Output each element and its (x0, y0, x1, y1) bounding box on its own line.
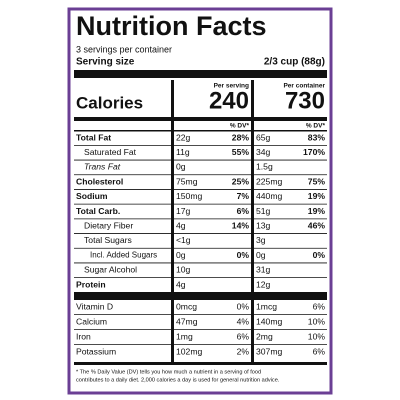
nutrient-name: Vitamin D (76, 301, 113, 311)
daily-value: 6% (237, 206, 250, 216)
footnote: * The % Daily Value (DV) tells you how m… (76, 369, 261, 375)
nutrient-name: Potassium (76, 346, 116, 356)
amount: 11g (176, 147, 190, 157)
rule (74, 130, 327, 132)
amount: 51g (256, 206, 271, 216)
nutrient-name: Cholesterol (76, 176, 123, 186)
nutrient-name: Sodium (76, 191, 108, 201)
amount: <1g (176, 235, 191, 245)
amount: 0g (256, 250, 266, 260)
amount: 0g (176, 162, 186, 172)
daily-value: 55% (232, 147, 250, 157)
nutrient-name: Sugar Alcohol (84, 265, 137, 275)
daily-value: 10% (308, 331, 326, 341)
amount: 440mg (256, 191, 282, 201)
serving-size-label: Serving size (76, 57, 135, 68)
daily-value: 10% (308, 316, 326, 326)
title: Nutrition Facts (76, 11, 267, 41)
daily-value: 28% (232, 132, 250, 142)
amount: 0g (176, 250, 186, 260)
amount: 102mg (176, 346, 202, 356)
daily-value: 14% (232, 220, 250, 230)
nutrient-name: Incl. Added Sugars (90, 251, 157, 260)
amount: 22g (176, 132, 191, 142)
daily-value: 0% (237, 250, 250, 260)
amount: 34g (256, 147, 271, 157)
nutrient-name: Total Sugars (84, 235, 132, 245)
servings: 3 servings per container (76, 44, 172, 54)
amount: 0mcg (176, 301, 197, 311)
daily-value: 6% (313, 301, 326, 311)
nutrient-name: Total Fat (76, 132, 111, 142)
nutrient-name: Iron (76, 331, 91, 341)
column-header: Per serving (214, 83, 249, 90)
amount: 307mg (256, 346, 282, 356)
thick-rule (74, 292, 327, 300)
amount: 140mg (256, 316, 282, 326)
daily-value: 2% (237, 346, 250, 356)
nutrient-name: Dietary Fiber (84, 220, 133, 230)
daily-value: 0% (313, 250, 326, 260)
nutrient-name: Total Carb. (76, 206, 120, 216)
serving-size-value: 2/3 cup (88g) (264, 57, 325, 68)
amount: 150mg (176, 191, 202, 201)
calories-value: 240 (209, 87, 249, 114)
amount: 47mg (176, 316, 198, 326)
nutrient-name: Protein (76, 279, 106, 289)
daily-value: 75% (308, 176, 326, 186)
amount: 17g (176, 206, 191, 216)
daily-value: 170% (303, 147, 325, 157)
amount: 1mcg (256, 301, 277, 311)
calories-label: Calories (76, 93, 143, 112)
daily-value: 25% (232, 176, 250, 186)
daily-value: 7% (237, 191, 250, 201)
amount: 31g (256, 265, 271, 275)
rule (74, 117, 327, 121)
amount: 12g (256, 279, 271, 289)
rule (74, 362, 327, 365)
daily-value: 4% (237, 316, 250, 326)
amount: 1.5g (256, 162, 273, 172)
nutrient-name: Saturated Fat (84, 147, 137, 157)
daily-value: 6% (237, 331, 250, 341)
footnote: contributes to a daily diet. 2,000 calor… (76, 377, 280, 383)
nutrient-name: Trans Fat (84, 162, 121, 172)
column-divider (251, 80, 254, 362)
amount: 75mg (176, 176, 198, 186)
daily-value: 0% (237, 301, 250, 311)
amount: 1mg (176, 331, 193, 341)
amount: 2mg (256, 331, 273, 341)
daily-value: 83% (308, 132, 326, 142)
amount: 13g (256, 220, 271, 230)
daily-value: 6% (313, 346, 326, 356)
amount: 4g (176, 279, 186, 289)
column-header: Per container (283, 83, 325, 90)
column-divider (171, 80, 174, 362)
amount: 4g (176, 220, 186, 230)
dv-header: % DV* (230, 123, 250, 130)
amount: 225mg (256, 176, 282, 186)
daily-value: 46% (308, 220, 326, 230)
thick-rule (74, 70, 327, 78)
nutrient-name: Calcium (76, 316, 107, 326)
daily-value: 19% (308, 206, 326, 216)
amount: 65g (256, 132, 271, 142)
amount: 10g (176, 265, 191, 275)
calories-value: 730 (285, 87, 325, 114)
daily-value: 19% (308, 191, 326, 201)
amount: 3g (256, 235, 266, 245)
dv-header: % DV* (306, 123, 326, 130)
